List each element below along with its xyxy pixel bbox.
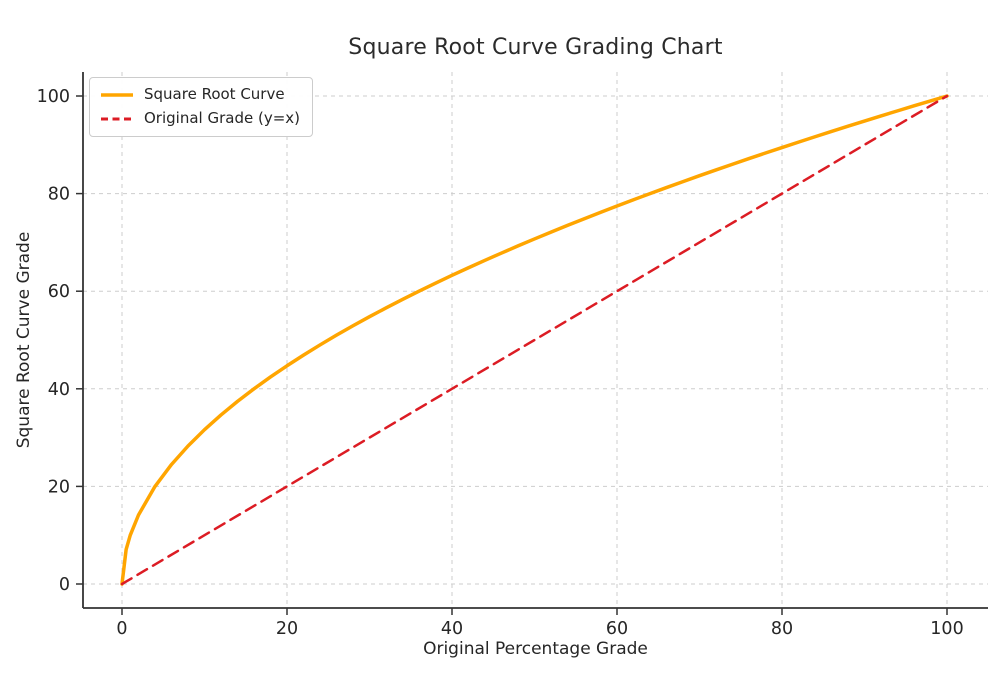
series-line-0: [120, 94, 949, 586]
chart-title: Square Root Curve Grading Chart: [348, 35, 723, 60]
x-tick-label: 80: [771, 619, 793, 639]
legend-label: Square Root Curve: [144, 85, 285, 103]
x-tick-label: 0: [116, 619, 127, 639]
legend: Square Root Curve Original Grade (y=x): [89, 77, 313, 137]
y-tick-label: 0: [59, 575, 70, 595]
x-tick-label: 60: [606, 619, 628, 639]
series-line-1: [120, 94, 949, 586]
y-tick-label: 80: [48, 185, 70, 205]
y-tick-label: 100: [37, 87, 70, 107]
legend-line-sample: [101, 92, 133, 97]
x-tick-label: 40: [441, 619, 463, 639]
y-tick-label: 40: [48, 380, 70, 400]
legend-entry: Square Root Curve: [100, 85, 300, 104]
legend-label: Original Grade (y=x): [144, 109, 300, 127]
y-tick-label: 20: [48, 477, 70, 497]
legend-entry: Original Grade (y=x): [100, 109, 300, 128]
x-tick-label: 20: [276, 619, 298, 639]
y-tick-label: 60: [48, 282, 70, 302]
legend-line-sample: [101, 117, 133, 120]
x-tick-label: 100: [930, 619, 963, 639]
y-axis-label: Square Root Curve Grade: [14, 231, 34, 449]
x-axis-label: Original Percentage Grade: [423, 639, 648, 659]
